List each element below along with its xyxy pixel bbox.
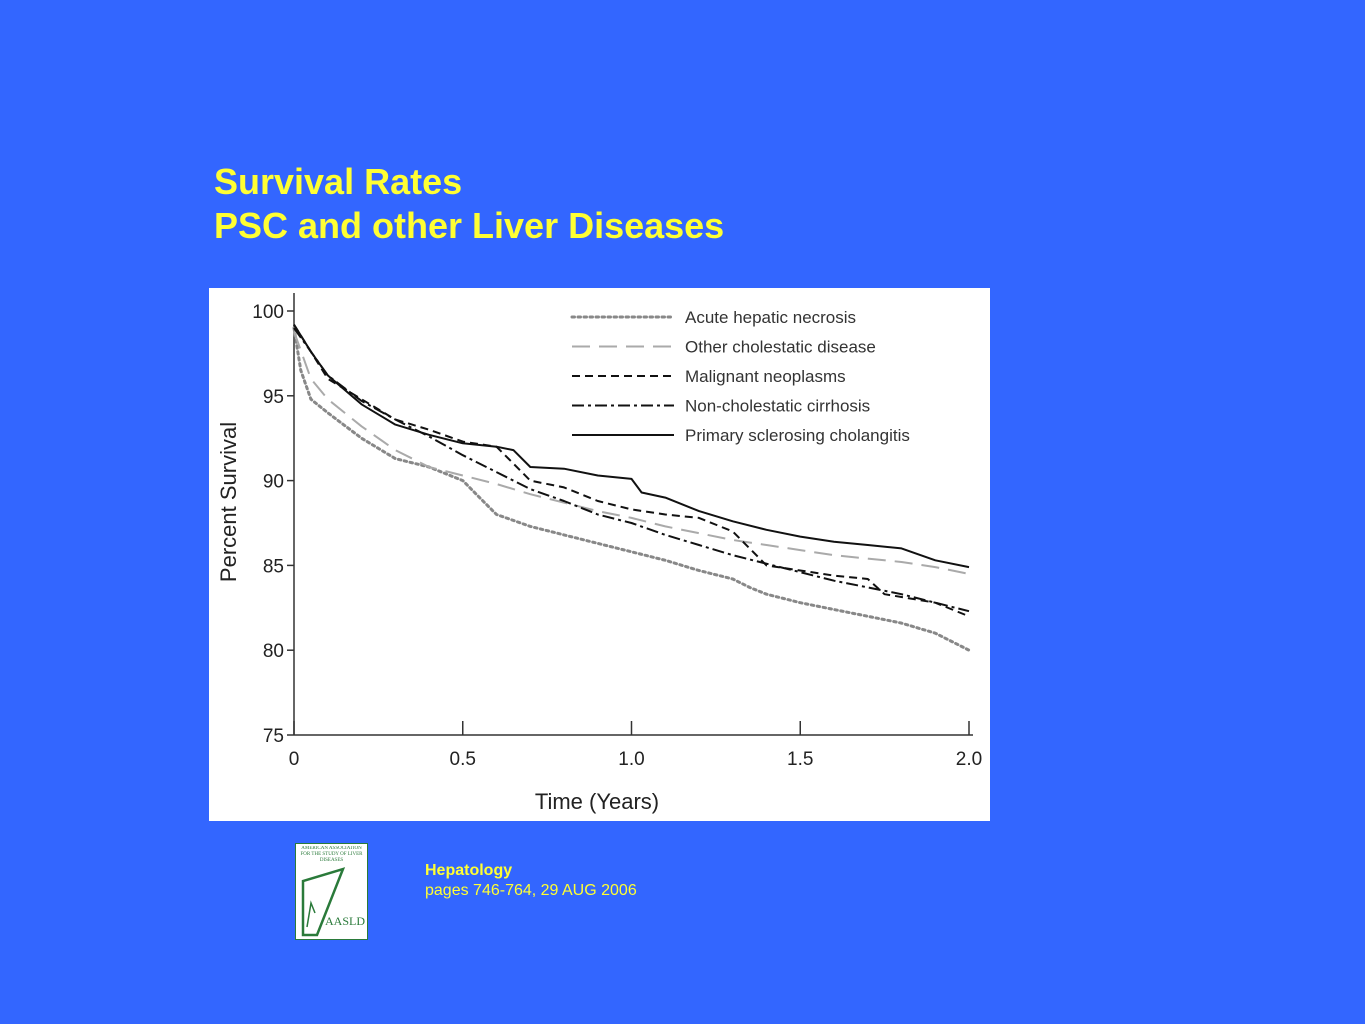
citation-journal: Hepatology [425, 862, 513, 879]
aasld-logo-mark: AMERICAN ASSOCIATION FOR THE STUDY OF LI… [295, 843, 368, 940]
x-axis-label: Time (Years) [535, 789, 659, 814]
y-tick-label: 75 [263, 726, 284, 747]
y-tick-label: 95 [263, 387, 284, 408]
series-line-5 [293, 324, 970, 569]
legend-label: Primary sclerosing cholangitis [685, 426, 910, 445]
aasld-logo: AMERICAN ASSOCIATION FOR THE STUDY OF LI… [295, 843, 368, 940]
citation: Hepatology pages 746-764, 29 AUG 2006 [425, 861, 637, 901]
x-tick-label: 1.5 [787, 749, 813, 770]
survival-chart: 75 80 85 90 95 100 0 0.5 1.0 1.5 2.0 Acute hepatic… [209, 288, 990, 821]
series-line-1 [292, 326, 971, 652]
chart-legend: Acute hepatic necrosis Other cholestatic … [570, 308, 910, 445]
chart-axes: 75 80 85 90 95 100 0 0.5 1.0 1.5 2.0 [252, 293, 982, 770]
series-line-2 [293, 331, 970, 575]
legend-label: Malignant neoplasms [685, 367, 846, 386]
title-line-2: PSC and other Liver Diseases [214, 205, 725, 246]
y-tick-label: 100 [252, 302, 284, 323]
slide-title: Survival Rates PSC and other Liver Disea… [214, 160, 724, 248]
title-line-1: Survival Rates [214, 161, 463, 202]
legend-label: Acute hepatic necrosis [685, 308, 856, 327]
x-tick-label: 0.5 [450, 749, 476, 770]
logo-header-text: AMERICAN ASSOCIATION FOR THE STUDY OF LI… [300, 846, 363, 863]
legend-label: Other cholestatic disease [685, 338, 876, 357]
series-line-3 [293, 324, 970, 618]
chart-canvas: 75 80 85 90 95 100 0 0.5 1.0 1.5 2.0 Acute hepatic… [216, 293, 982, 814]
series-line-4 [293, 327, 970, 613]
x-tick-label: 1.0 [618, 749, 644, 770]
y-tick-label: 80 [263, 641, 284, 662]
x-tick-label: 2.0 [956, 749, 982, 770]
x-tick-label: 0 [289, 749, 300, 770]
logo-mark-text: AASLD [325, 914, 365, 928]
citation-details: pages 746-764, 29 AUG 2006 [425, 882, 637, 899]
chart-series [292, 324, 971, 652]
y-axis-label: Percent Survival [216, 422, 241, 582]
legend-label: Non-cholestatic cirrhosis [685, 397, 870, 416]
y-tick-label: 90 [263, 472, 284, 493]
y-tick-label: 85 [263, 556, 284, 577]
